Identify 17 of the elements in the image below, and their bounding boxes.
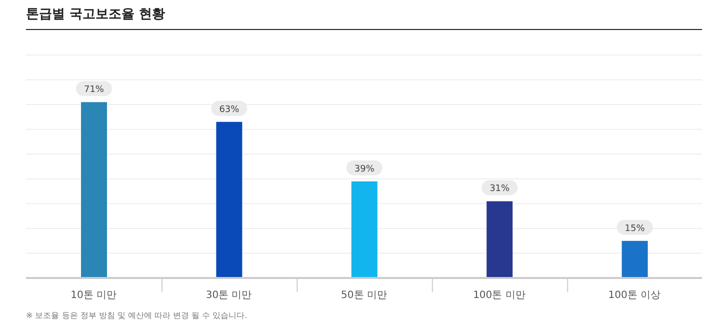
data-label: 31% xyxy=(490,184,510,194)
bar xyxy=(216,122,242,278)
bar xyxy=(486,201,513,278)
bar xyxy=(351,181,378,278)
x-tick-label: 100톤 미만 xyxy=(473,290,526,301)
x-tick-label: 50톤 미만 xyxy=(341,290,387,301)
data-label: 63% xyxy=(219,104,240,115)
bar xyxy=(81,102,107,278)
chart-title: 톤급별 국고보조율 현황 xyxy=(26,7,702,30)
x-tick-label: 10톤 미만 xyxy=(70,290,117,301)
x-tick-label: 30톤 미만 xyxy=(206,290,252,301)
data-label: 71% xyxy=(84,85,104,96)
x-tick-label: 100톤 이상 xyxy=(608,290,661,301)
data-label: 15% xyxy=(624,224,646,234)
bar xyxy=(622,240,648,278)
text: ※ 보조율 등은 정부 방침 및 예산에 따라 변경 될 수 있습니다. xyxy=(26,310,248,321)
data-label: 39% xyxy=(354,164,375,174)
